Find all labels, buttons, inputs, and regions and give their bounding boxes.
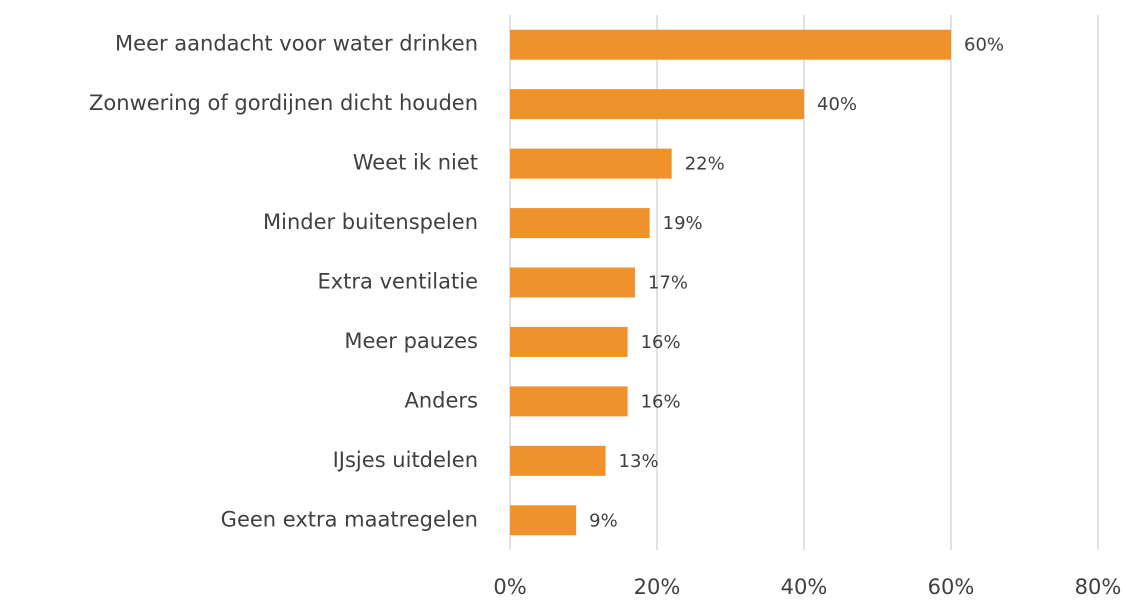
bar	[510, 326, 628, 357]
y-tick-label: Anders	[405, 388, 479, 412]
y-tick-label: Geen extra maatregelen	[221, 507, 478, 531]
y-tick-label: Zonwering of gordijnen dicht houden	[89, 91, 478, 115]
x-tick-label: 60%	[928, 575, 975, 599]
y-tick-label: IJsjes uitdelen	[333, 448, 478, 472]
x-tick-label: 20%	[634, 575, 681, 599]
x-tick-label: 0%	[493, 575, 526, 599]
bar	[510, 267, 635, 298]
bar	[510, 505, 577, 536]
bar	[510, 29, 951, 60]
bar	[510, 208, 650, 239]
value-label: 19%	[663, 213, 703, 234]
value-label: 17%	[648, 273, 688, 294]
y-tick-label: Extra ventilatie	[317, 270, 478, 294]
y-tick-label: Meer pauzes	[344, 329, 478, 353]
x-tick-label: 80%	[1075, 575, 1122, 599]
bar	[510, 386, 628, 417]
value-label: 9%	[589, 510, 618, 531]
value-label: 22%	[685, 154, 725, 175]
bar	[510, 148, 672, 179]
bar	[510, 89, 804, 120]
bar	[510, 445, 606, 476]
x-tick-label: 40%	[781, 575, 828, 599]
value-label: 40%	[817, 94, 857, 115]
value-label: 16%	[641, 391, 681, 412]
value-label: 16%	[641, 332, 681, 353]
value-label: 13%	[619, 451, 659, 472]
y-tick-label: Minder buitenspelen	[263, 210, 478, 234]
value-label: 60%	[964, 35, 1004, 56]
y-tick-label: Weet ik niet	[353, 151, 478, 175]
y-tick-label: Meer aandacht voor water drinken	[115, 32, 478, 56]
